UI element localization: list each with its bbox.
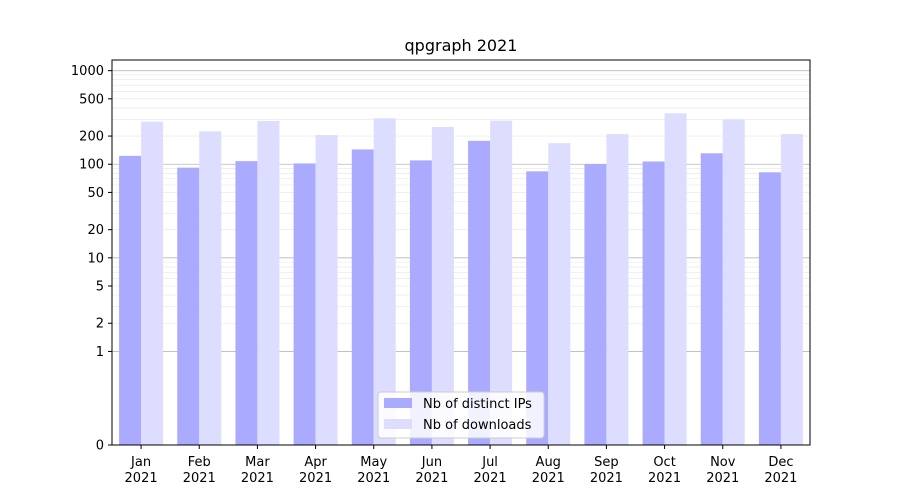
bar-downloads: [141, 121, 164, 446]
y-tick-label: 100: [79, 158, 104, 173]
bar-downloads: [431, 127, 454, 445]
y-tick-label: 2: [96, 317, 104, 332]
y-tick-label: 1000: [71, 64, 104, 79]
bar-distinct-ips: [177, 167, 200, 445]
bar-distinct-ips: [526, 171, 549, 445]
legend-label-downloads: Nb of downloads: [423, 418, 532, 433]
y-tick-label: 10: [87, 251, 104, 266]
bar-downloads: [548, 143, 571, 445]
bar-downloads: [199, 131, 222, 445]
y-tick-label: 0: [96, 439, 104, 454]
bar-distinct-ips: [235, 161, 258, 445]
x-tick-label: Mar 2021: [241, 455, 274, 486]
x-tick-label: Dec 2021: [764, 455, 797, 486]
bar-distinct-ips: [584, 164, 607, 445]
bar-distinct-ips: [293, 163, 316, 445]
x-tick-label: Sep 2021: [590, 455, 623, 486]
plot-frame: [111, 59, 811, 446]
bar-distinct-ips: [700, 153, 723, 445]
axes-layer: Jan 2021 Feb 2021 Mar 2021 Apr 2021 May 2021 Jun 20…: [71, 59, 811, 486]
y-tick-label: 20: [87, 223, 104, 238]
bar-downloads: [315, 135, 338, 445]
bar-distinct-ips: [758, 172, 781, 446]
bar-distinct-ips: [642, 161, 665, 445]
y-tick-label: 500: [79, 92, 104, 107]
legend-box: [377, 391, 545, 439]
bar-distinct-ips: [409, 160, 432, 445]
y-tick-label: 1: [96, 345, 104, 360]
y-tick-label: 5: [96, 280, 104, 295]
legend-swatch-ips: [384, 398, 412, 408]
x-tick-label: Jun 2021: [415, 455, 448, 486]
bar-downloads: [490, 120, 513, 445]
bar-distinct-ips: [351, 149, 374, 445]
x-tick-label: Jan 2021: [125, 455, 158, 486]
legend: Nb of distinct IPs Nb of downloads: [377, 391, 545, 439]
grid-layer: [112, 70, 810, 352]
bar-downloads: [257, 120, 280, 445]
bar-distinct-ips: [119, 155, 142, 445]
x-tick-label: May 2021: [357, 455, 390, 486]
x-tick-label: Jul 2021: [474, 455, 507, 486]
bar-downloads: [606, 134, 629, 446]
x-tick-label: Aug 2021: [532, 455, 565, 486]
x-tick-label: Nov 2021: [706, 455, 739, 486]
bar-downloads: [373, 118, 396, 445]
x-tick-label: Feb 2021: [183, 455, 216, 486]
chart-title: qpgraph 2021: [405, 36, 518, 55]
y-tick-label: 50: [87, 186, 104, 201]
x-tick-label: Oct 2021: [648, 455, 681, 486]
bars-layer: [119, 113, 803, 446]
x-tick-label: Apr 2021: [299, 455, 332, 486]
bar-downloads: [780, 134, 803, 446]
bar-downloads: [664, 113, 687, 446]
legend-swatch-downloads: [384, 419, 412, 429]
y-tick-label: 200: [79, 130, 104, 145]
bar-downloads: [722, 119, 745, 445]
legend-label-ips: Nb of distinct IPs: [423, 397, 532, 412]
bar-distinct-ips: [468, 140, 491, 445]
